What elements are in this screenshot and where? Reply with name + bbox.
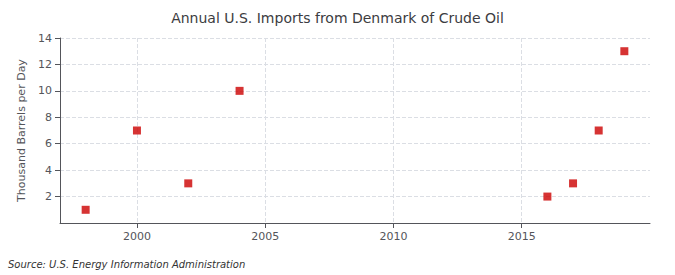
svg-text:2: 2	[45, 190, 52, 203]
svg-text:Annual U.S. Imports from Denma: Annual U.S. Imports from Denmark of Crud…	[171, 10, 504, 26]
svg-text:2015: 2015	[508, 230, 536, 243]
svg-text:Source: U.S. Energy Informatio: Source: U.S. Energy Information Administ…	[8, 259, 245, 270]
svg-text:12: 12	[38, 58, 52, 71]
svg-text:14: 14	[38, 32, 52, 45]
svg-text:6: 6	[45, 137, 52, 150]
svg-text:2005: 2005	[251, 230, 279, 243]
svg-text:4: 4	[45, 164, 52, 177]
svg-text:10: 10	[38, 84, 52, 97]
svg-text:2010: 2010	[379, 230, 407, 243]
svg-text:8: 8	[45, 111, 52, 124]
svg-text:2000: 2000	[123, 230, 151, 243]
svg-text:Thousand Barrels per Day: Thousand Barrels per Day	[15, 59, 28, 203]
